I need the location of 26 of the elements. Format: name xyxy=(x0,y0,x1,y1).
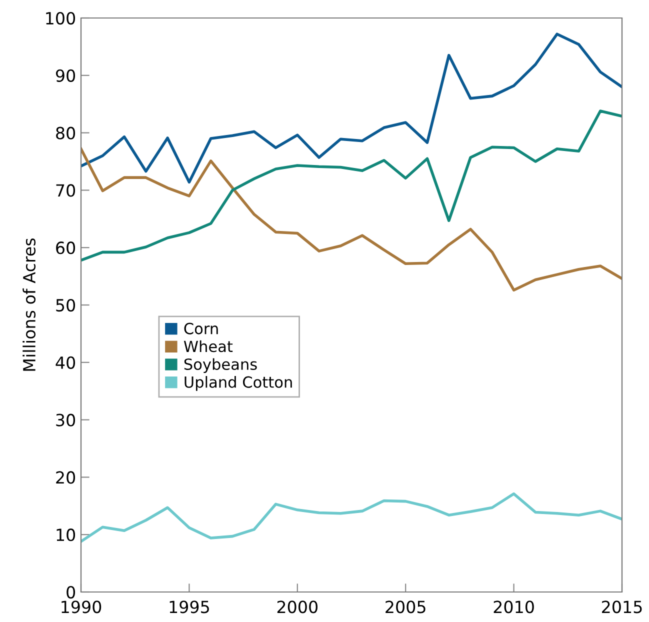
y-tick-label: 90 xyxy=(56,69,76,82)
legend-label: Corn xyxy=(184,322,218,334)
line-series xyxy=(81,492,622,543)
legend-label: Soybeans xyxy=(184,358,257,373)
x-tick-label: 2005 xyxy=(386,600,426,614)
x-tick-label: 1995 xyxy=(170,600,209,614)
y-tick-label: 60 xyxy=(56,242,76,254)
line-series xyxy=(81,32,622,184)
y-tick-label: 40 xyxy=(56,356,76,369)
x-tick-label: 2015 xyxy=(602,600,642,614)
x-tick-label: 1990 xyxy=(62,600,102,614)
x-tick-label: 2000 xyxy=(277,600,318,614)
y-tick-label: 70 xyxy=(56,184,76,197)
x-tick-label: 2010 xyxy=(494,600,534,614)
y-tick-label: 10 xyxy=(56,528,76,542)
y-tick-label: 30 xyxy=(56,414,76,426)
y-tick-label: 80 xyxy=(56,126,76,140)
y-tick-label: 0 xyxy=(66,586,76,599)
y-tick-label: 20 xyxy=(56,471,76,484)
y-tick-label: 100 xyxy=(46,12,76,25)
line-series xyxy=(81,110,622,262)
line-series xyxy=(81,147,622,292)
legend-label: Wheat xyxy=(184,340,233,352)
y-tick-label: 50 xyxy=(56,298,76,312)
y-axis-title: Millions of Acres xyxy=(22,238,36,371)
legend-label: Upland Cotton xyxy=(184,376,292,391)
